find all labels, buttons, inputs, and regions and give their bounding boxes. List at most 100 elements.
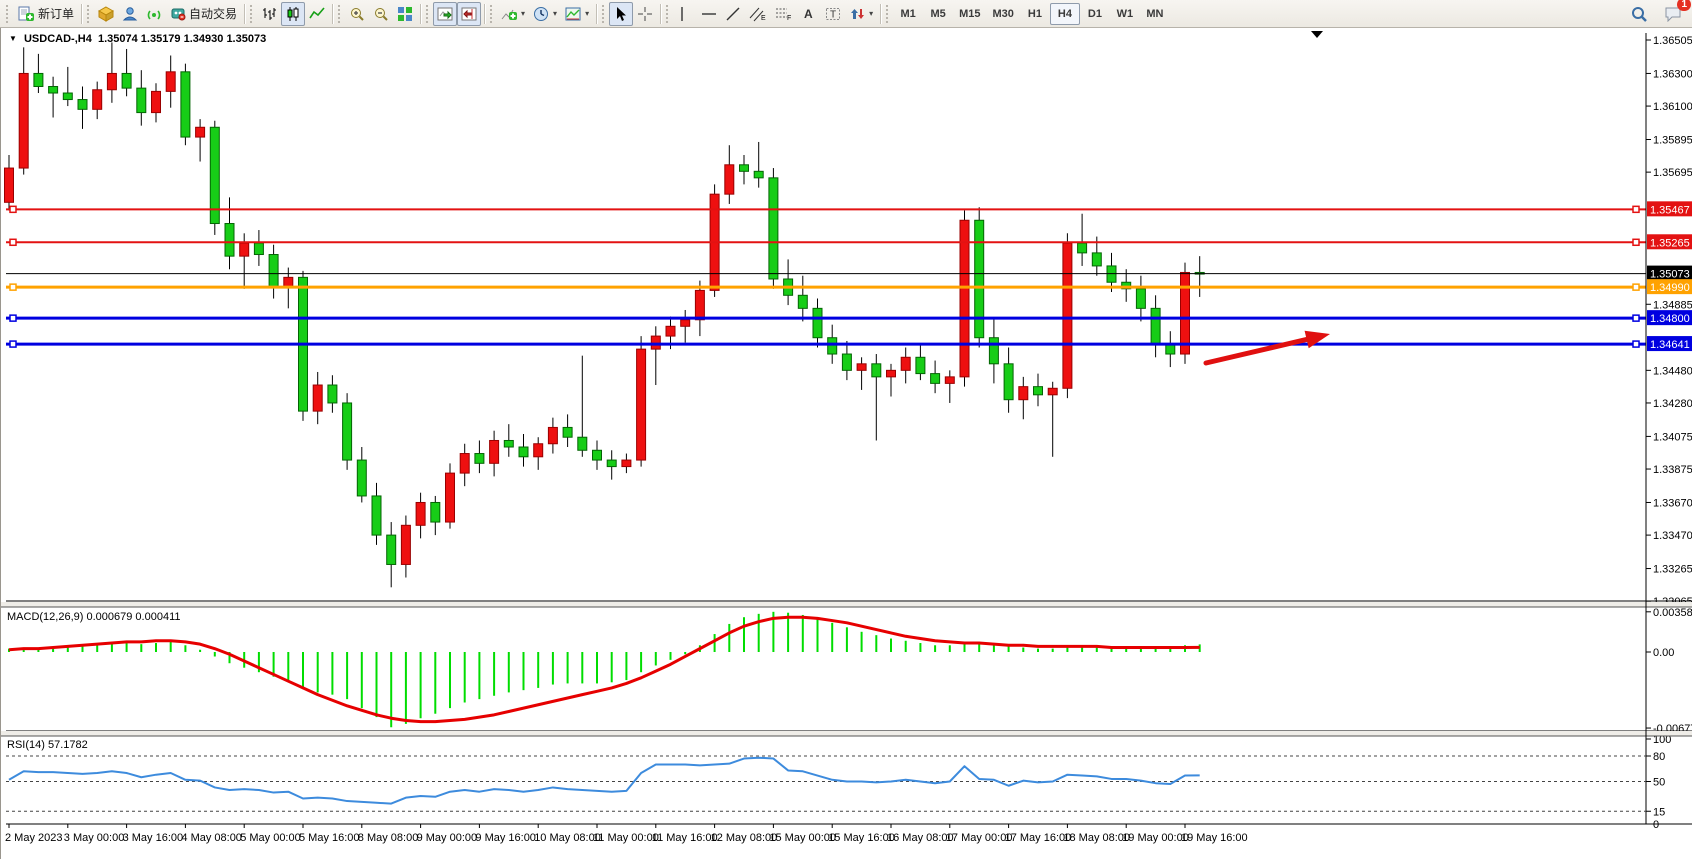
- periods-button[interactable]: ▾: [529, 2, 561, 26]
- toolbar-right: 1: [1626, 0, 1691, 28]
- rsi-line: [8, 756, 1200, 805]
- svg-text:E: E: [761, 15, 766, 22]
- crosshair-icon: [637, 6, 653, 22]
- tile-windows-button[interactable]: [393, 2, 417, 26]
- chevron-down-icon[interactable]: ▾: [553, 9, 558, 18]
- cursor-icon: [613, 6, 629, 22]
- bear-candle: [797, 294, 808, 309]
- price-tick-label: 1.34885: [1653, 299, 1692, 311]
- chat-icon[interactable]: 1: [1660, 0, 1691, 26]
- new-order-button[interactable]: 新订单: [13, 2, 78, 26]
- bear-candle: [474, 453, 485, 464]
- level-handle[interactable]: [1632, 340, 1640, 348]
- bear-candle: [562, 426, 573, 438]
- chart-canvas[interactable]: 1.36505 1.36300 1.36100 1.35895 1.35695 1.348…: [1, 28, 1692, 859]
- text-button[interactable]: A: [797, 2, 821, 26]
- timeframe-m5-button[interactable]: M5: [930, 7, 946, 20]
- level-handle[interactable]: [1632, 205, 1640, 214]
- pane-splitter[interactable]: [1, 602, 1692, 607]
- time-axis-label: 3 May 00:00: [64, 832, 125, 844]
- macd-pane: [8, 611, 1201, 728]
- level-handle[interactable]: [9, 314, 17, 322]
- svg-text:F: F: [787, 15, 791, 22]
- hline-icon: [701, 6, 717, 22]
- toolbar-group: [600, 0, 664, 28]
- label-button[interactable]: T: [821, 2, 845, 26]
- bull-candle: [547, 426, 558, 445]
- cursor-button[interactable]: [609, 1, 634, 26]
- bar-chart-button[interactable]: [257, 2, 281, 26]
- toolbar-group: E F A T ▾: [664, 0, 884, 28]
- chart-menu-icon[interactable]: ▼: [9, 34, 17, 43]
- crosshair-button[interactable]: [633, 2, 657, 26]
- line-chart-button[interactable]: [305, 2, 329, 26]
- level-handle[interactable]: [1632, 314, 1640, 322]
- timeframe-m15-button[interactable]: M15: [959, 7, 981, 20]
- pane-splitter[interactable]: [1, 731, 1692, 736]
- timeframe-m1-button[interactable]: M1: [900, 7, 916, 20]
- timeframe-h1-button[interactable]: H1: [1027, 7, 1042, 20]
- toolbar: 新订单 自动交易 ▾ ▾ ▾ E F A T ▾ M1 M5 M15 M30 H1 H4 D1 W1 MN 1: [0, 0, 1692, 28]
- timeframe-w1-button[interactable]: W1: [1116, 7, 1134, 20]
- signals-button[interactable]: [142, 2, 166, 26]
- arrows-button[interactable]: ▾: [845, 2, 877, 26]
- community-icon: [122, 6, 138, 22]
- autotrading-button[interactable]: 自动交易: [166, 2, 241, 26]
- zoom-in-button[interactable]: [345, 2, 369, 26]
- bull-candle: [151, 90, 161, 114]
- arrow-annotation[interactable]: [1203, 330, 1330, 366]
- bear-candle: [606, 459, 617, 468]
- timeframe-d1-button[interactable]: D1: [1087, 7, 1102, 20]
- toolbar-separator: [484, 3, 486, 24]
- level-handle[interactable]: [1632, 238, 1640, 247]
- timeframe-h4-button[interactable]: H4: [1049, 2, 1080, 25]
- level-handle[interactable]: [1632, 283, 1640, 291]
- bear-candle: [1135, 288, 1146, 309]
- labelT-icon: T: [825, 6, 841, 22]
- bull-candle: [195, 126, 206, 138]
- auto-scroll-button[interactable]: [433, 1, 458, 26]
- chevron-down-icon[interactable]: ▾: [869, 9, 874, 18]
- vertical-line-button[interactable]: [673, 2, 697, 26]
- templates-button[interactable]: ▾: [561, 2, 593, 26]
- signals-icon: [146, 6, 162, 22]
- timeframe-mn-button[interactable]: MN: [1146, 7, 1164, 20]
- rsi-axis-label: 100: [1653, 734, 1671, 746]
- arrows-icon: [849, 6, 865, 22]
- bear-candle: [253, 242, 264, 256]
- timeframe-m30-button[interactable]: M30: [992, 7, 1014, 20]
- level-handle[interactable]: [9, 340, 17, 348]
- toolbar-separator: [332, 3, 334, 24]
- search-icon[interactable]: [1626, 2, 1652, 26]
- trendline-button[interactable]: [721, 2, 745, 26]
- chevron-down-icon[interactable]: ▾: [585, 9, 590, 18]
- fibonacci-button[interactable]: F: [771, 2, 797, 26]
- chart-shift-marker[interactable]: [1311, 31, 1323, 38]
- level-handle[interactable]: [9, 283, 17, 291]
- bear-candle: [1003, 363, 1014, 401]
- ohlc-open: 1.35074: [97, 33, 138, 45]
- toolbar-separator: [420, 3, 422, 24]
- chart-shift-button[interactable]: [457, 1, 482, 26]
- bear-candle: [1033, 386, 1043, 396]
- channel-button[interactable]: E: [745, 2, 771, 26]
- level-handle[interactable]: [9, 238, 17, 247]
- market-button[interactable]: [94, 2, 118, 26]
- rsi-axis-label: 0: [1653, 819, 1659, 831]
- community-button[interactable]: [118, 2, 142, 26]
- zoom-out-button[interactable]: [369, 2, 393, 26]
- candlestick-chart-button[interactable]: [281, 1, 306, 26]
- level-handle[interactable]: [9, 205, 17, 214]
- bear-candle: [268, 254, 279, 288]
- indicators-button[interactable]: ▾: [497, 2, 529, 26]
- horizontal-line-button[interactable]: [697, 2, 721, 26]
- bear-candle: [503, 439, 514, 448]
- autotrading-icon: [170, 6, 186, 22]
- chevron-down-icon[interactable]: ▾: [521, 9, 526, 18]
- bear-candle: [209, 126, 220, 225]
- toolbar-group: [248, 0, 336, 28]
- zoom-in-icon: [349, 6, 365, 22]
- bear-candle: [371, 495, 382, 536]
- time-axis-label: 17 May 00:00: [946, 832, 1013, 844]
- time-axis-label: 11 May 16:00: [652, 832, 718, 844]
